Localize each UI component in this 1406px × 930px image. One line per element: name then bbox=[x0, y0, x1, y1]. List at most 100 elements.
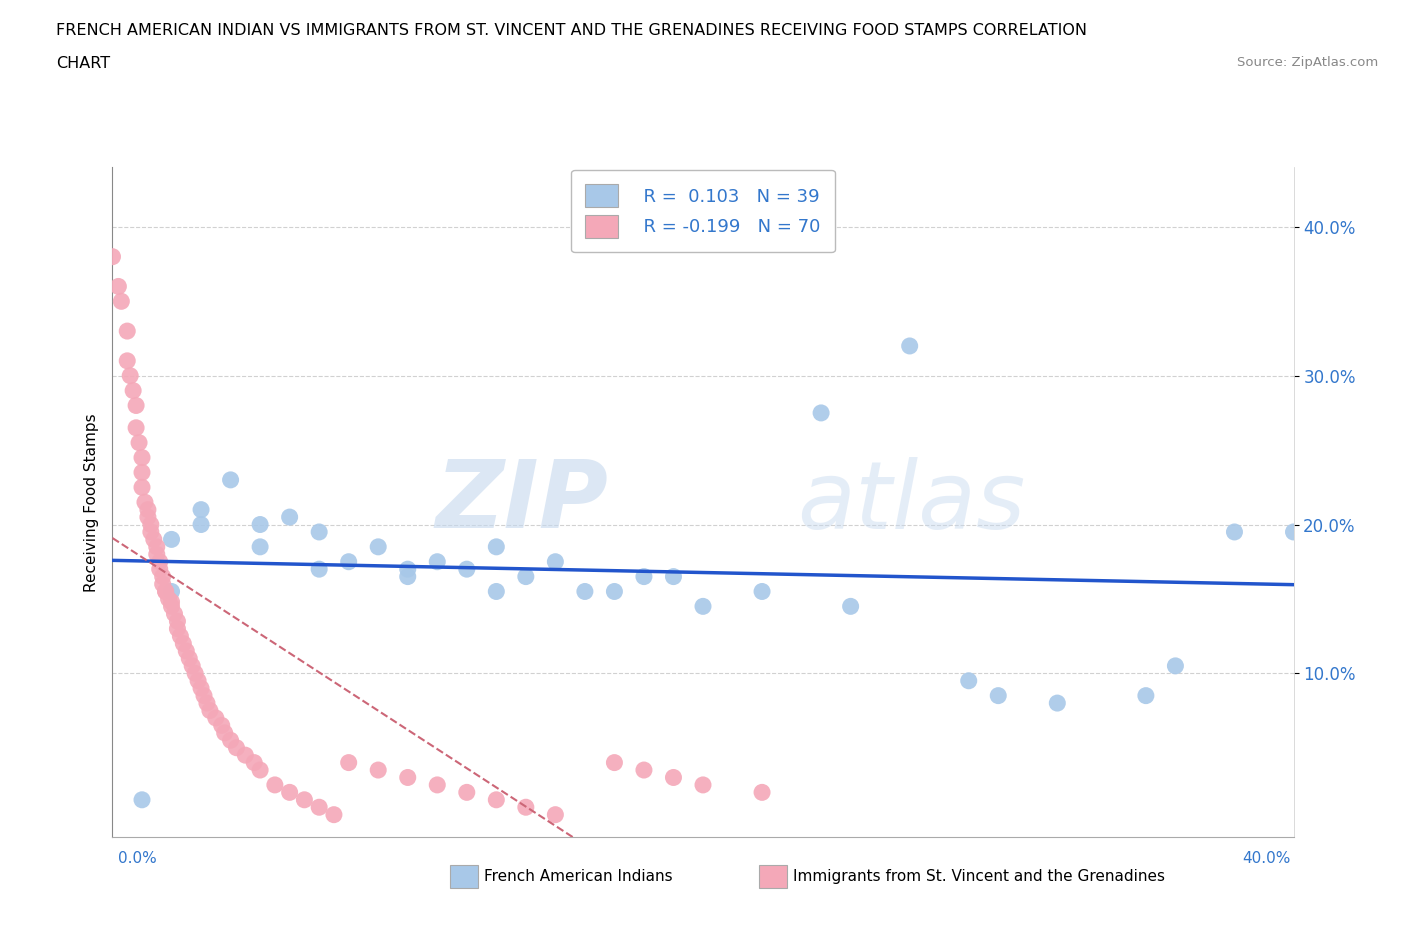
Point bbox=[179, 651, 201, 666]
Point bbox=[131, 792, 153, 807]
Point bbox=[160, 532, 183, 547]
Point bbox=[233, 748, 256, 763]
Text: Source: ZipAtlas.com: Source: ZipAtlas.com bbox=[1237, 56, 1378, 69]
Point bbox=[131, 450, 153, 465]
Point bbox=[160, 584, 183, 599]
Point bbox=[751, 785, 773, 800]
Point bbox=[219, 733, 242, 748]
Legend:   R =  0.103   N = 39,   R = -0.199   N = 70: R = 0.103 N = 39, R = -0.199 N = 70 bbox=[571, 170, 835, 252]
Point bbox=[146, 547, 169, 562]
Point bbox=[692, 599, 714, 614]
Point bbox=[117, 353, 138, 368]
Point bbox=[292, 792, 315, 807]
Point bbox=[1164, 658, 1187, 673]
Point bbox=[184, 666, 207, 681]
Point bbox=[603, 755, 626, 770]
Point bbox=[142, 532, 165, 547]
Point bbox=[146, 539, 169, 554]
Text: ZIP: ZIP bbox=[436, 457, 609, 548]
Point bbox=[155, 584, 177, 599]
Point bbox=[337, 755, 360, 770]
Point bbox=[139, 517, 162, 532]
Point bbox=[278, 785, 301, 800]
Point bbox=[131, 480, 153, 495]
Y-axis label: Receiving Food Stamps: Receiving Food Stamps bbox=[83, 413, 98, 591]
Point bbox=[160, 594, 183, 609]
Point bbox=[101, 249, 124, 264]
Point bbox=[839, 599, 862, 614]
Point bbox=[136, 510, 159, 525]
Point bbox=[131, 465, 153, 480]
Point bbox=[249, 763, 271, 777]
Point bbox=[125, 420, 148, 435]
Point bbox=[174, 644, 197, 658]
Point bbox=[152, 569, 174, 584]
Point bbox=[426, 554, 449, 569]
Point bbox=[225, 740, 247, 755]
Point bbox=[155, 584, 177, 599]
Point bbox=[122, 383, 145, 398]
Text: atlas: atlas bbox=[797, 457, 1026, 548]
Point bbox=[692, 777, 714, 792]
Point bbox=[211, 718, 233, 733]
Point bbox=[485, 584, 508, 599]
Point bbox=[160, 599, 183, 614]
Point bbox=[193, 688, 215, 703]
Point bbox=[544, 554, 567, 569]
Point bbox=[163, 606, 186, 621]
Point bbox=[456, 785, 478, 800]
Point bbox=[1400, 525, 1406, 539]
Text: 40.0%: 40.0% bbox=[1243, 851, 1291, 866]
Point bbox=[110, 294, 132, 309]
Point bbox=[367, 763, 389, 777]
Point bbox=[662, 569, 685, 584]
Point bbox=[1282, 525, 1305, 539]
Text: French American Indians: French American Indians bbox=[484, 870, 672, 884]
Point bbox=[662, 770, 685, 785]
Point bbox=[149, 554, 172, 569]
Point bbox=[136, 502, 159, 517]
Point bbox=[264, 777, 287, 792]
Point bbox=[1223, 525, 1246, 539]
Point bbox=[337, 554, 360, 569]
Point bbox=[205, 711, 228, 725]
Point bbox=[187, 673, 209, 688]
Point bbox=[426, 777, 449, 792]
Point bbox=[544, 807, 567, 822]
Point bbox=[898, 339, 921, 353]
Point bbox=[120, 368, 142, 383]
Point bbox=[214, 725, 236, 740]
Point bbox=[574, 584, 596, 599]
Point bbox=[249, 539, 271, 554]
Point bbox=[134, 495, 156, 510]
Point bbox=[166, 614, 188, 629]
Text: CHART: CHART bbox=[56, 56, 110, 71]
Point bbox=[278, 510, 301, 525]
Point bbox=[1135, 688, 1157, 703]
Point bbox=[603, 584, 626, 599]
Point bbox=[308, 525, 330, 539]
Point bbox=[107, 279, 129, 294]
Point bbox=[396, 770, 419, 785]
Point bbox=[169, 629, 191, 644]
Point bbox=[117, 324, 138, 339]
Point bbox=[308, 562, 330, 577]
Text: 0.0%: 0.0% bbox=[118, 851, 157, 866]
Point bbox=[485, 792, 508, 807]
Point bbox=[190, 681, 212, 696]
Point bbox=[515, 800, 537, 815]
Point bbox=[1371, 525, 1393, 539]
Point bbox=[396, 569, 419, 584]
Point bbox=[249, 517, 271, 532]
Point bbox=[198, 703, 221, 718]
Point bbox=[633, 763, 655, 777]
Point bbox=[485, 539, 508, 554]
Point bbox=[751, 584, 773, 599]
Point bbox=[633, 569, 655, 584]
Point bbox=[308, 800, 330, 815]
Text: Immigrants from St. Vincent and the Grenadines: Immigrants from St. Vincent and the Gren… bbox=[793, 870, 1166, 884]
Point bbox=[125, 398, 148, 413]
Point bbox=[323, 807, 346, 822]
Point bbox=[243, 755, 266, 770]
Point bbox=[195, 696, 218, 711]
